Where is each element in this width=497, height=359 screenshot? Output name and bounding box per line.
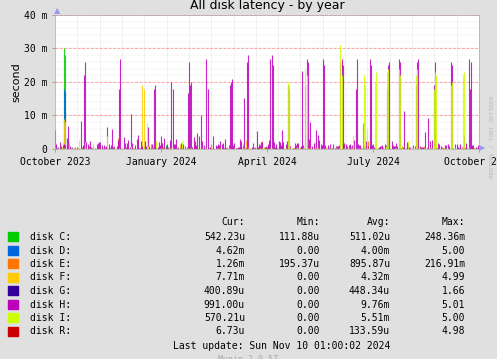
Text: 5.00: 5.00 (441, 313, 465, 323)
Text: Cur:: Cur: (222, 217, 245, 227)
Text: 570.21u: 570.21u (204, 313, 245, 323)
Text: disk D:: disk D: (30, 246, 71, 256)
Text: 0.00: 0.00 (297, 246, 320, 256)
Text: 0.00: 0.00 (297, 272, 320, 283)
Text: disk R:: disk R: (30, 326, 71, 336)
Text: 6.73u: 6.73u (216, 326, 245, 336)
Text: Munin 2.0.57: Munin 2.0.57 (218, 355, 278, 359)
Y-axis label: second: second (11, 62, 21, 102)
Text: 400.89u: 400.89u (204, 286, 245, 296)
Text: 4.00m: 4.00m (361, 246, 390, 256)
Text: 0.00: 0.00 (297, 286, 320, 296)
Text: 1.66: 1.66 (441, 286, 465, 296)
Text: 4.62m: 4.62m (216, 246, 245, 256)
Text: disk I:: disk I: (30, 313, 71, 323)
Text: 216.91m: 216.91m (424, 259, 465, 269)
Text: disk H:: disk H: (30, 299, 71, 309)
Text: RRDTOOL / TOBI OETIKER: RRDTOOL / TOBI OETIKER (490, 95, 495, 178)
Text: 111.88u: 111.88u (279, 232, 320, 242)
Text: disk F:: disk F: (30, 272, 71, 283)
Text: 991.00u: 991.00u (204, 299, 245, 309)
Text: Max:: Max: (441, 217, 465, 227)
Text: 5.51m: 5.51m (361, 313, 390, 323)
Text: ▲: ▲ (54, 6, 61, 15)
Text: Min:: Min: (297, 217, 320, 227)
Text: 542.23u: 542.23u (204, 232, 245, 242)
Text: 0.00: 0.00 (297, 299, 320, 309)
Text: Last update: Sun Nov 10 01:00:02 2024: Last update: Sun Nov 10 01:00:02 2024 (172, 341, 390, 351)
Text: 895.87u: 895.87u (349, 259, 390, 269)
Text: disk E:: disk E: (30, 259, 71, 269)
Text: 4.98: 4.98 (441, 326, 465, 336)
Text: 5.01: 5.01 (441, 299, 465, 309)
Text: Avg:: Avg: (366, 217, 390, 227)
Text: ▶: ▶ (479, 143, 486, 152)
Text: 7.71m: 7.71m (216, 272, 245, 283)
Text: 4.32m: 4.32m (361, 272, 390, 283)
Text: 5.00: 5.00 (441, 246, 465, 256)
Text: 1.26m: 1.26m (216, 259, 245, 269)
Text: 133.59u: 133.59u (349, 326, 390, 336)
Text: 0.00: 0.00 (297, 313, 320, 323)
Text: disk C:: disk C: (30, 232, 71, 242)
Text: 511.02u: 511.02u (349, 232, 390, 242)
Text: 448.34u: 448.34u (349, 286, 390, 296)
Title: All disk latency - by year: All disk latency - by year (190, 0, 344, 13)
Text: disk G:: disk G: (30, 286, 71, 296)
Text: 0.00: 0.00 (297, 326, 320, 336)
Text: 4.99: 4.99 (441, 272, 465, 283)
Text: 195.37u: 195.37u (279, 259, 320, 269)
Text: 248.36m: 248.36m (424, 232, 465, 242)
Text: 9.76m: 9.76m (361, 299, 390, 309)
